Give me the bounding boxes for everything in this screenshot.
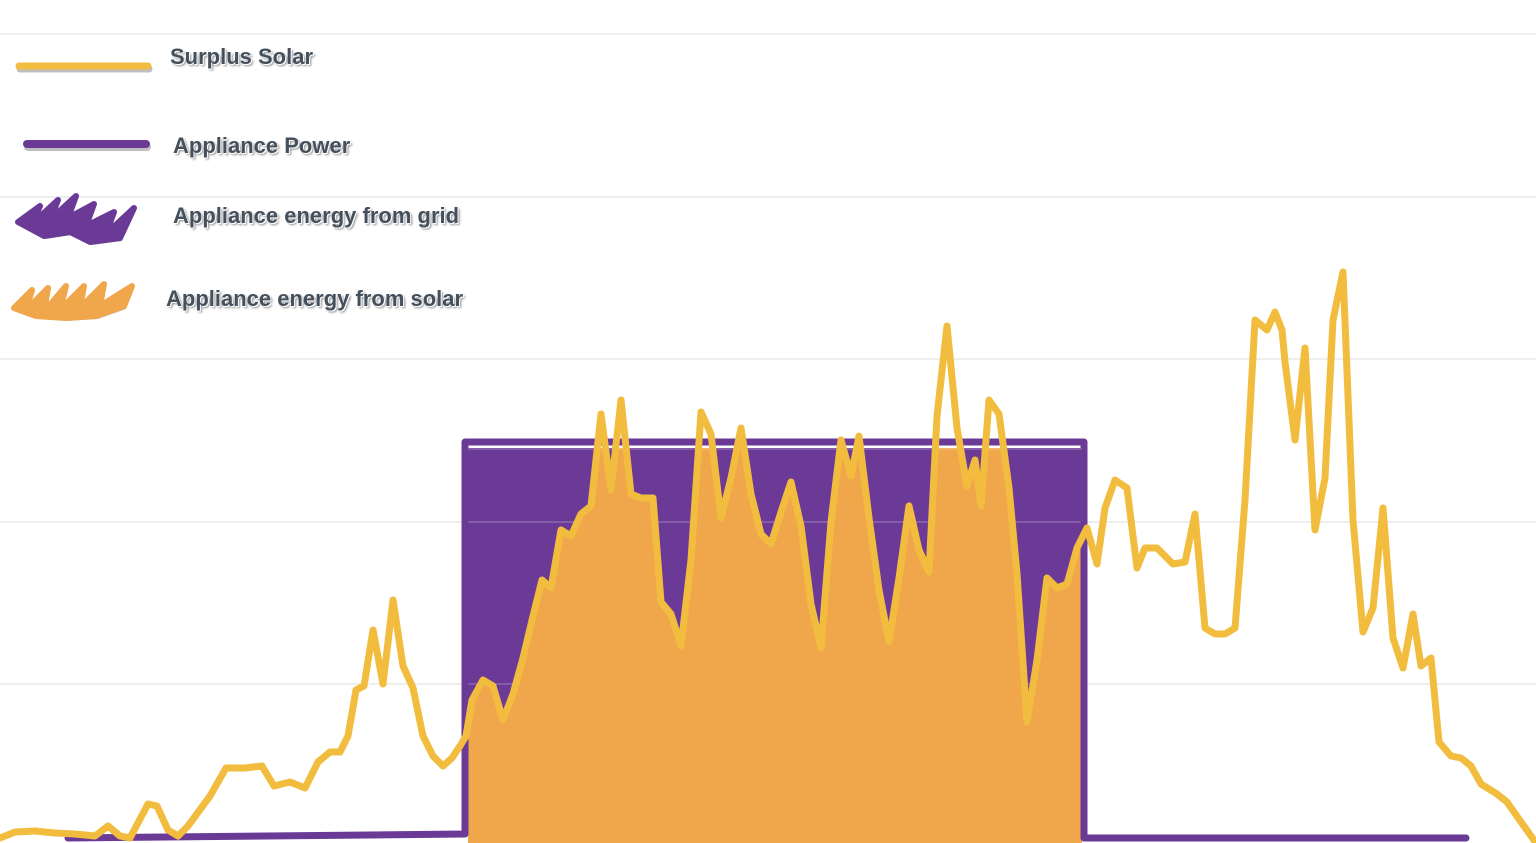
legend-label-surplus-solar: Surplus Solar [170,44,314,69]
legend-label-appliance-power: Appliance Power [173,133,351,158]
solar-energy-scribble-swatch-icon [11,281,135,321]
legend-label-energy-from-grid: Appliance energy from grid [173,203,460,228]
legend-label-energy-from-solar: Appliance energy from solar [166,286,464,311]
appliance-power-swatch-icon [23,140,151,151]
surplus-solar-line [0,268,1536,843]
surplus-solar-swatch-icon [15,62,153,73]
grid-energy-scribble-swatch-icon [15,193,137,245]
appliance-power-line [64,438,1470,842]
appliance-energy-from-solar-area [468,448,1082,843]
